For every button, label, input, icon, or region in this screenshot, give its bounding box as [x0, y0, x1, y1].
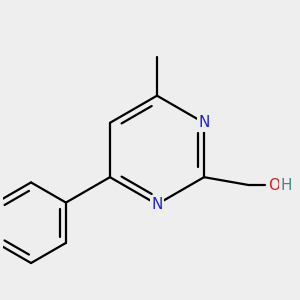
Text: N: N — [198, 115, 210, 130]
Text: N: N — [151, 197, 163, 212]
Text: O: O — [268, 178, 280, 193]
Text: H: H — [281, 178, 292, 193]
